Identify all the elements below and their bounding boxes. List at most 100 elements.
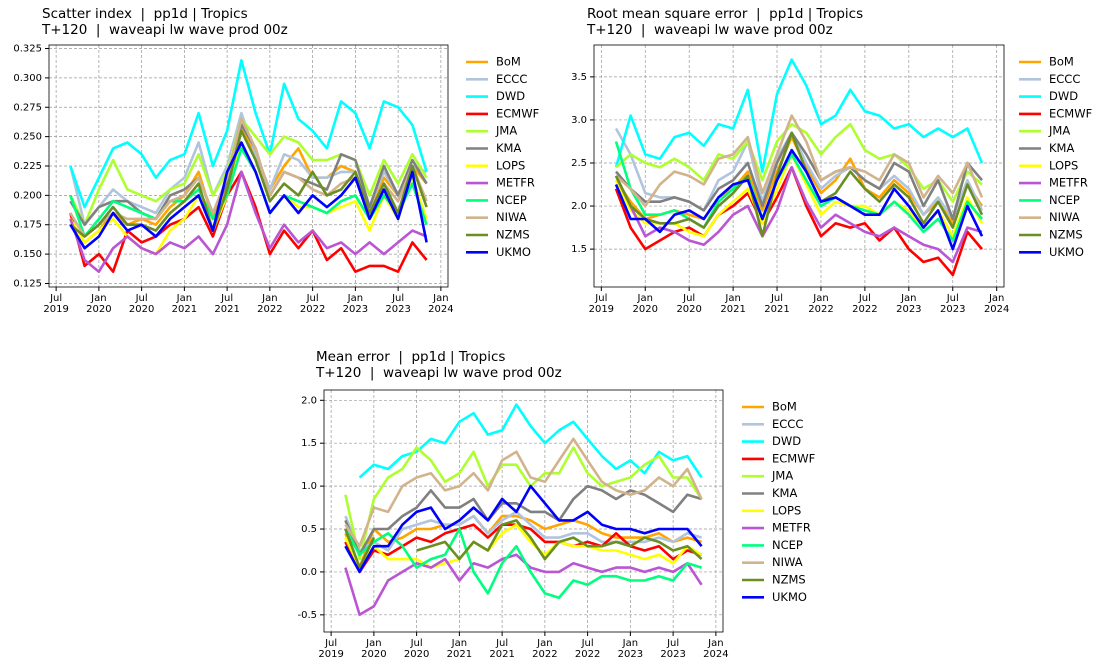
x-tick-label: Jan 2020 [361, 638, 386, 660]
legend-label: BoM [1049, 55, 1074, 69]
y-tick-label: 2.0 [301, 395, 317, 406]
x-tick-label: Jul 2022 [575, 638, 600, 660]
legend-label: NCEP [772, 538, 803, 552]
series-line [416, 519, 703, 561]
x-tick-label: Jan 2023 [343, 293, 368, 315]
legend-label: KMA [496, 141, 521, 155]
chart-subtitle: T+120 | waveapi lw wave prod 00z [41, 22, 288, 38]
x-tick-label: Jan 2022 [532, 638, 557, 660]
y-tick-label: 0.150 [13, 249, 42, 260]
legend-label: NIWA [1049, 210, 1080, 224]
x-tick-label: Jul 2021 [489, 638, 514, 660]
series-line [69, 129, 428, 238]
legend-label: NIWA [772, 555, 803, 569]
x-tick-label: Jan 2023 [618, 638, 643, 660]
y-tick-label: 0.125 [13, 278, 42, 289]
x-tick-label: Jul 2019 [589, 293, 614, 315]
x-tick-label: Jan 2024 [428, 293, 453, 315]
legend-label: NCEP [1049, 193, 1080, 207]
chart-title: Mean error | pp1d | Tropics [316, 349, 505, 365]
series-line [344, 553, 703, 617]
legend-label: JMA [1048, 124, 1070, 138]
x-tick-label: Jul 2023 [385, 293, 410, 315]
x-tick-label: Jul 2022 [300, 293, 325, 315]
legend-label: LOPS [496, 158, 525, 172]
legend-label: BoM [772, 400, 797, 414]
y-tick-label: 0.200 [13, 190, 42, 201]
series-line [344, 510, 702, 552]
y-tick-label: 0.225 [13, 161, 42, 172]
series-line [615, 114, 984, 208]
legend-label: KMA [772, 486, 797, 500]
y-tick-label: 0.0 [301, 567, 317, 578]
legend-label: ECCC [772, 417, 803, 431]
y-tick-label: 0.275 [13, 102, 42, 113]
legend-label: JMA [771, 469, 793, 483]
series-line [614, 131, 984, 238]
series-line [344, 523, 703, 569]
legend-label: BoM [496, 55, 521, 69]
legend-label: UKMO [772, 590, 807, 604]
series-line [69, 59, 428, 209]
legend-label: NIWA [496, 210, 527, 224]
legend-label: NZMS [772, 573, 806, 587]
y-tick-label: 2.0 [571, 201, 587, 212]
legend-label: METFR [772, 521, 811, 535]
legend-label: NCEP [496, 193, 527, 207]
y-tick-label: 1.0 [301, 481, 317, 492]
x-tick-label: Jul 2020 [404, 638, 429, 660]
x-tick-label: Jan 2023 [896, 293, 921, 315]
x-tick-label: Jul 2019 [318, 638, 343, 660]
legend-label: JMA [495, 124, 517, 138]
y-tick-label: 3.0 [571, 115, 587, 126]
legend-label: ECMWF [1049, 106, 1092, 120]
series-line [614, 58, 984, 173]
legend-label: KMA [1049, 141, 1074, 155]
chart-panel: Root mean square error | pp1d | TropicsT… [571, 6, 1092, 315]
x-tick-label: Jan 2024 [984, 293, 1009, 315]
legend-label: METFR [1049, 176, 1088, 190]
x-tick-label: Jul 2021 [764, 293, 789, 315]
x-tick-label: Jul 2023 [940, 293, 965, 315]
series-line [344, 527, 702, 599]
legend-label: NZMS [496, 228, 530, 242]
y-tick-label: 1.5 [301, 438, 317, 449]
y-tick-label: 0.250 [13, 132, 42, 143]
legend-label: ECCC [1049, 72, 1080, 86]
y-tick-label: 0.325 [13, 44, 42, 55]
legend-label: DWD [1049, 89, 1078, 103]
series-line [344, 484, 703, 574]
legend-label: LOPS [1049, 158, 1078, 172]
x-tick-label: Jan 2021 [447, 638, 472, 660]
series-line [344, 484, 702, 557]
legend-label: DWD [772, 434, 801, 448]
series-line [344, 446, 703, 561]
series-line [614, 166, 983, 264]
x-tick-label: Jul 2022 [852, 293, 877, 315]
series-line [358, 403, 703, 479]
y-tick-label: 0.300 [13, 73, 42, 84]
x-tick-label: Jan 2020 [86, 293, 111, 315]
legend-label: ECMWF [496, 106, 539, 120]
series-line [69, 141, 428, 250]
x-tick-label: Jan 2021 [172, 293, 197, 315]
x-tick-label: Jan 2021 [720, 293, 745, 315]
legend-label: ECCC [496, 72, 527, 86]
series-line [614, 141, 983, 242]
chart-subtitle: T+120 | waveapi lw wave prod 00z [315, 365, 562, 381]
series-line [344, 523, 702, 574]
chart-subtitle: T+120 | waveapi lw wave prod 00z [586, 22, 833, 38]
legend-label: UKMO [1049, 245, 1084, 259]
x-tick-label: Jul 2021 [214, 293, 239, 315]
plot-frame [48, 44, 449, 288]
legend-label: DWD [496, 89, 525, 103]
x-tick-label: Jan 2022 [808, 293, 833, 315]
y-tick-label: 1.5 [571, 244, 587, 255]
plot-frame [323, 389, 724, 633]
series-line [615, 131, 983, 221]
y-tick-label: 0.175 [13, 220, 42, 231]
y-tick-label: 0.5 [301, 524, 317, 535]
